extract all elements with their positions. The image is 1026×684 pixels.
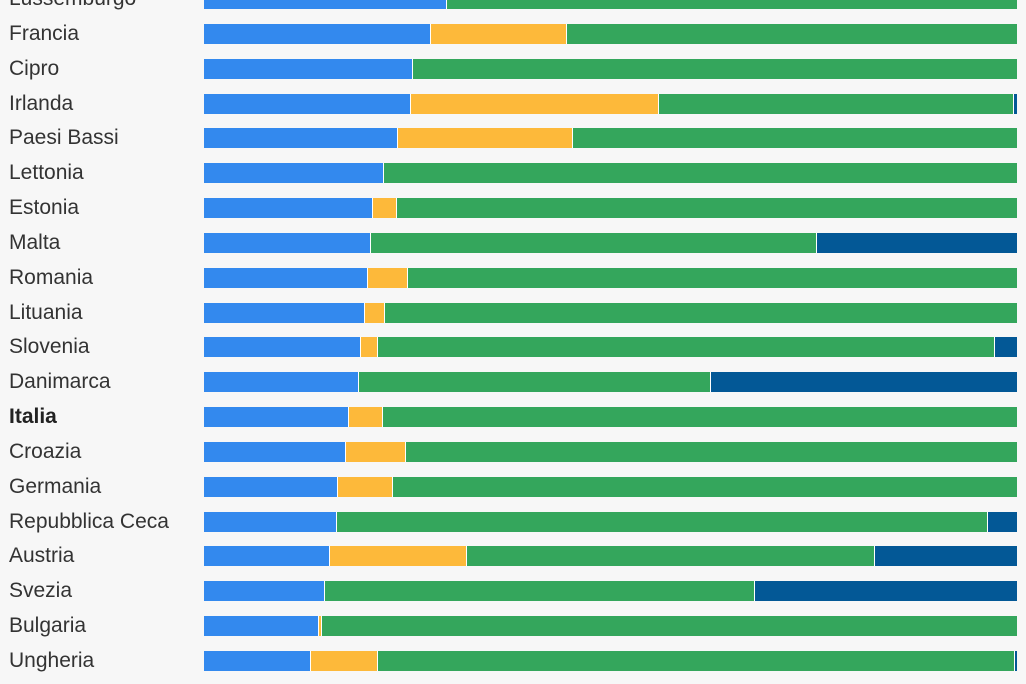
bar-segment (204, 58, 413, 79)
bar-segment (311, 650, 378, 671)
bar-segment (330, 546, 468, 567)
category-label: Croazia (9, 439, 82, 463)
category-label: Slovenia (9, 335, 90, 359)
bar-segment (204, 163, 384, 184)
category-label: Lituania (9, 300, 83, 324)
bar-segment (430, 23, 567, 44)
bar-segment (204, 372, 360, 393)
bar-segment (204, 441, 347, 462)
bar-segment (359, 372, 712, 393)
bar-segment (346, 441, 407, 462)
category-label: Ungheria (9, 648, 95, 672)
bar-segment (204, 650, 312, 671)
bar-segment (1014, 650, 1017, 671)
category-label: Romania (9, 265, 94, 289)
bar-segment (204, 232, 371, 253)
bar-segment (368, 267, 409, 288)
bar-segment (204, 0, 448, 9)
category-label: Irlanda (9, 91, 74, 115)
bar-segment (995, 337, 1017, 358)
bar-segment (659, 93, 1014, 114)
category-label: Lussemburgo (9, 0, 136, 11)
bar-segment (874, 546, 1017, 567)
category-label: Danimarca (9, 370, 111, 394)
category-label: Svezia (9, 579, 73, 603)
category-label: Francia (9, 21, 80, 45)
category-label: Austria (9, 544, 75, 568)
bar-segment (204, 337, 361, 358)
bar-segment (755, 581, 1017, 602)
bar-segment (711, 372, 1017, 393)
bar-segment (318, 616, 322, 637)
bar-segment (373, 198, 398, 219)
category-label: Germania (9, 474, 102, 498)
bar-segment (817, 232, 1017, 253)
bar-segment (398, 128, 574, 149)
bar-segment (360, 337, 378, 358)
bar-segment (204, 93, 412, 114)
category-label: Malta (9, 230, 61, 254)
bar-segment (325, 581, 756, 602)
category-label: Paesi Bassi (9, 126, 119, 150)
category-label: Italia (9, 405, 57, 429)
bar-segment (336, 511, 988, 532)
category-label: Estonia (9, 196, 80, 220)
bar-segment (204, 267, 369, 288)
bar-segment (383, 163, 1017, 184)
bar-segment (412, 58, 1017, 79)
bar-segment (204, 128, 399, 149)
bar-segment (382, 407, 1017, 428)
bar-segment (204, 407, 349, 428)
category-label: Bulgaria (9, 614, 87, 638)
bar-segment (377, 337, 996, 358)
bar-segment (204, 511, 337, 532)
bar-segment (1013, 93, 1017, 114)
bar-segment (447, 0, 1017, 9)
bar-segment (573, 128, 1017, 149)
category-label: Repubblica Ceca (9, 509, 169, 533)
bar-segment (204, 546, 330, 567)
bar-segment (204, 23, 431, 44)
bar-segment (338, 476, 393, 497)
bar-segment (408, 267, 1017, 288)
bar-segment (204, 302, 365, 323)
bar-segment (406, 441, 1017, 462)
bar-segment (204, 581, 326, 602)
bar-segment (392, 476, 1017, 497)
bar-segment (204, 198, 374, 219)
bar-segment (411, 93, 660, 114)
bar-segment (370, 232, 817, 253)
category-label: Lettonia (9, 161, 84, 185)
bar-segment (348, 407, 383, 428)
bar-segment (467, 546, 875, 567)
bar-segment (364, 302, 386, 323)
bar-segment (204, 476, 339, 497)
bar-segment (377, 650, 1015, 671)
bar-segment (566, 23, 1017, 44)
category-label: Cipro (9, 56, 60, 80)
bar-segment (204, 616, 319, 637)
bar-segment (321, 616, 1017, 637)
bar-segment (397, 198, 1017, 219)
bar-segment (385, 302, 1017, 323)
bar-segment (987, 511, 1017, 532)
